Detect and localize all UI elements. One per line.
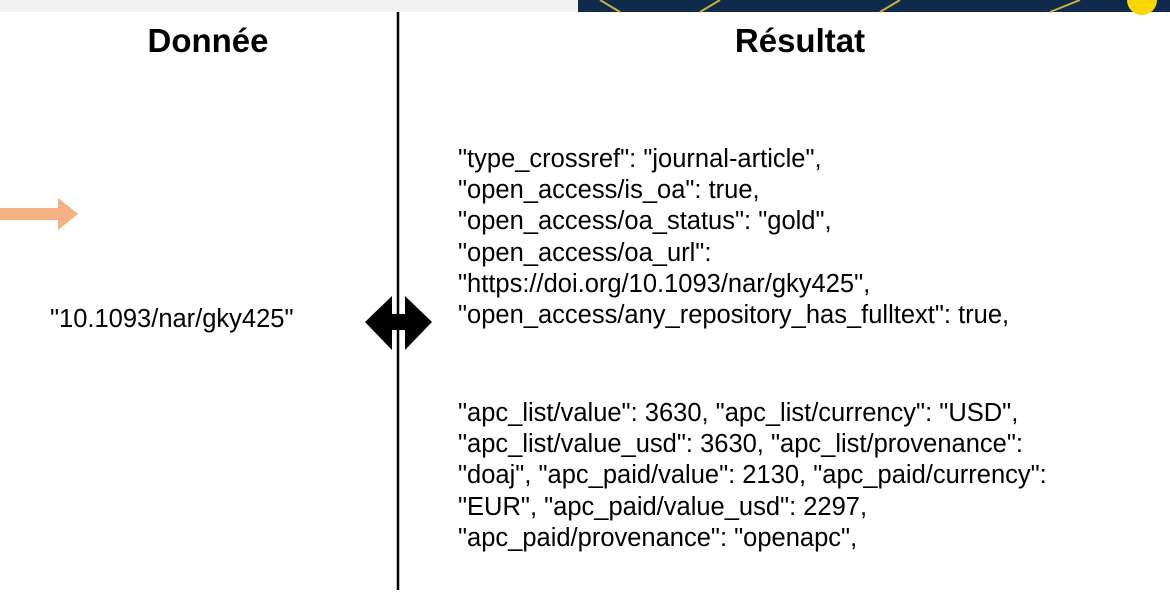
- top-band: [0, 0, 580, 12]
- image-lines: [599, 0, 1081, 13]
- orange-arrow: [0, 198, 78, 230]
- input-value: "10.1093/nar/gky425": [50, 305, 294, 333]
- result-line: "https://doi.org/10.1093/nar/gky425",: [458, 269, 871, 298]
- result-line: "open_access/oa_url":: [458, 238, 712, 267]
- header-image: [578, 0, 1170, 12]
- result-line: "open_access/oa_status": "gold",: [458, 207, 832, 236]
- result-line: "type_crossref": "journal-article",: [458, 145, 822, 173]
- result-line: "open_access/is_oa": true,: [458, 176, 760, 205]
- result-line: "open_access/any_repository_has_fulltext…: [458, 301, 1010, 329]
- left-header: Donnée: [147, 22, 269, 59]
- result-line: "apc_paid/provenance": "openapc",: [458, 523, 858, 552]
- result-line: "doaj", "apc_paid/value": 2130, "apc_pai…: [458, 461, 1047, 490]
- double-arrow: [365, 296, 432, 350]
- result-line: "apc_list/value": 3630, "apc_list/curren…: [458, 399, 1019, 427]
- right-header: Résultat: [734, 22, 866, 59]
- result-line: "apc_list/value_usd": 3630, "apc_list/pr…: [458, 430, 1023, 459]
- result-line: "EUR", "apc_paid/value_usd": 2297,: [458, 492, 868, 521]
- sun: [1127, 0, 1157, 15]
